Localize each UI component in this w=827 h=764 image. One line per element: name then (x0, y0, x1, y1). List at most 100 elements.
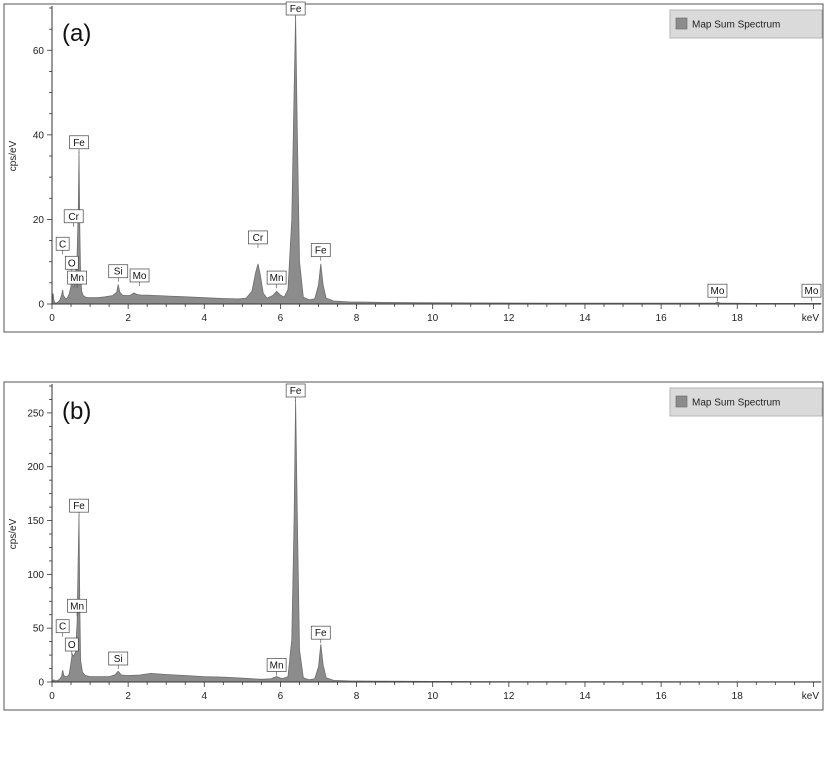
peak-label: Cr (63, 209, 84, 227)
x-tick-label: 18 (732, 691, 744, 702)
peak-label-box (67, 270, 87, 285)
x-tick-label: 8 (354, 691, 360, 702)
legend-swatch (675, 395, 688, 408)
peak-label-box (63, 209, 84, 224)
peak-label: Mo (707, 283, 728, 302)
x-tick-label: 2 (125, 313, 131, 324)
peak-label-text: C (59, 622, 66, 633)
y-axis-title: cps/eV (8, 140, 19, 171)
peak-label-text: Fe (290, 386, 302, 397)
y-tick-label: 0 (38, 678, 44, 689)
peak-label-box (129, 268, 150, 283)
x-tick-label: 14 (579, 691, 591, 702)
y-tick-label: 40 (33, 130, 45, 141)
x-tick-label: 10 (427, 313, 439, 324)
peak-label-box (285, 1, 306, 16)
peak-label: Mn (266, 658, 287, 676)
panel-frame (3, 3, 824, 333)
peak-label-box (69, 135, 89, 150)
peak-label-text: Fe (315, 628, 327, 639)
peak-label: Fe (69, 498, 89, 517)
peak-label-text: Mo (805, 286, 819, 297)
peak-label-text: O (68, 258, 76, 269)
peak-label-box (266, 658, 287, 672)
peak-label: O (64, 637, 79, 656)
x-tick-label: 4 (201, 313, 207, 324)
panel-frame (3, 381, 824, 711)
peak-label-text: Mn (70, 273, 84, 284)
x-tick-label: 12 (503, 313, 515, 324)
peak-label-text: Cr (253, 233, 264, 244)
legend-box (669, 9, 823, 39)
peak-label-box (69, 498, 89, 513)
x-unit-label: keV (802, 313, 820, 324)
y-tick-label: 0 (38, 300, 44, 311)
peak-label-text: Mo (133, 271, 147, 282)
peak-label-text: Fe (290, 4, 302, 15)
x-tick-label: 16 (656, 691, 668, 702)
peak-label-text: Fe (315, 246, 327, 257)
x-tick-label: 4 (201, 691, 207, 702)
x-tick-label: 6 (278, 313, 284, 324)
peak-label: Mn (266, 270, 287, 289)
peak-label-text: Mo (710, 286, 724, 297)
peak-label-box (801, 283, 822, 298)
peak-label-text: C (59, 239, 66, 250)
peak-label-text: Mn (270, 273, 284, 284)
spectrum-area (51, 16, 822, 305)
y-tick-label: 50 (33, 624, 45, 635)
y-tick-label: 250 (27, 408, 44, 419)
legend-label: Map Sum Spectrum (692, 398, 780, 409)
x-tick-label: 16 (656, 313, 668, 324)
peak-label: Fe (310, 625, 331, 644)
peak-label-text: Si (114, 654, 123, 665)
x-unit-label: keV (802, 691, 820, 702)
x-tick-label: 6 (278, 691, 284, 702)
peak-label: Si (108, 651, 129, 670)
peak-label-box (67, 598, 87, 613)
peak-label-text: Si (114, 267, 123, 278)
peak-label-text: Mn (70, 601, 84, 612)
panel-label: (a) (62, 20, 91, 47)
peak-label-box (108, 651, 129, 666)
x-tick-label: 18 (732, 313, 744, 324)
peak-label-box (310, 243, 331, 257)
legend-swatch (675, 17, 688, 30)
peak-label-box (64, 255, 79, 270)
peak-label: C (55, 236, 70, 255)
x-tick-label: 12 (503, 691, 515, 702)
peak-label-text: O (68, 640, 76, 651)
peak-label: Mo (129, 268, 150, 286)
peak-label: Mn (67, 270, 87, 289)
peak-label: Fe (310, 243, 331, 261)
legend-label: Map Sum Spectrum (692, 20, 780, 31)
peak-label: Mn (67, 598, 87, 617)
y-tick-label: 100 (27, 570, 44, 581)
peak-label: Fe (285, 383, 306, 401)
x-tick-label: 0 (49, 691, 55, 702)
x-tick-label: 8 (354, 313, 360, 324)
peak-label-box (64, 637, 79, 652)
peak-label-text: Fe (73, 138, 85, 149)
x-tick-label: 2 (125, 691, 131, 702)
peak-label-box (707, 283, 728, 298)
y-tick-label: 150 (27, 516, 44, 527)
y-tick-label: 200 (27, 462, 44, 473)
peak-label: Cr (248, 230, 268, 248)
peak-label: Fe (285, 1, 306, 18)
peak-label: Fe (69, 135, 89, 153)
peak-label-box (55, 236, 70, 251)
peak-label-box (248, 230, 268, 245)
x-tick-label: 10 (427, 691, 439, 702)
peak-label-text: Mn (270, 660, 284, 671)
legend: Map Sum Spectrum (669, 9, 823, 39)
peak-label-box (310, 625, 331, 640)
peak-label-text: Cr (68, 212, 79, 223)
y-axis-title: cps/eV (8, 518, 19, 549)
peak-label: O (64, 255, 79, 274)
peak-label-box (55, 619, 70, 634)
peak-label: Si (108, 264, 129, 282)
peak-label-text: Fe (73, 501, 85, 512)
y-tick-label: 20 (33, 215, 45, 226)
